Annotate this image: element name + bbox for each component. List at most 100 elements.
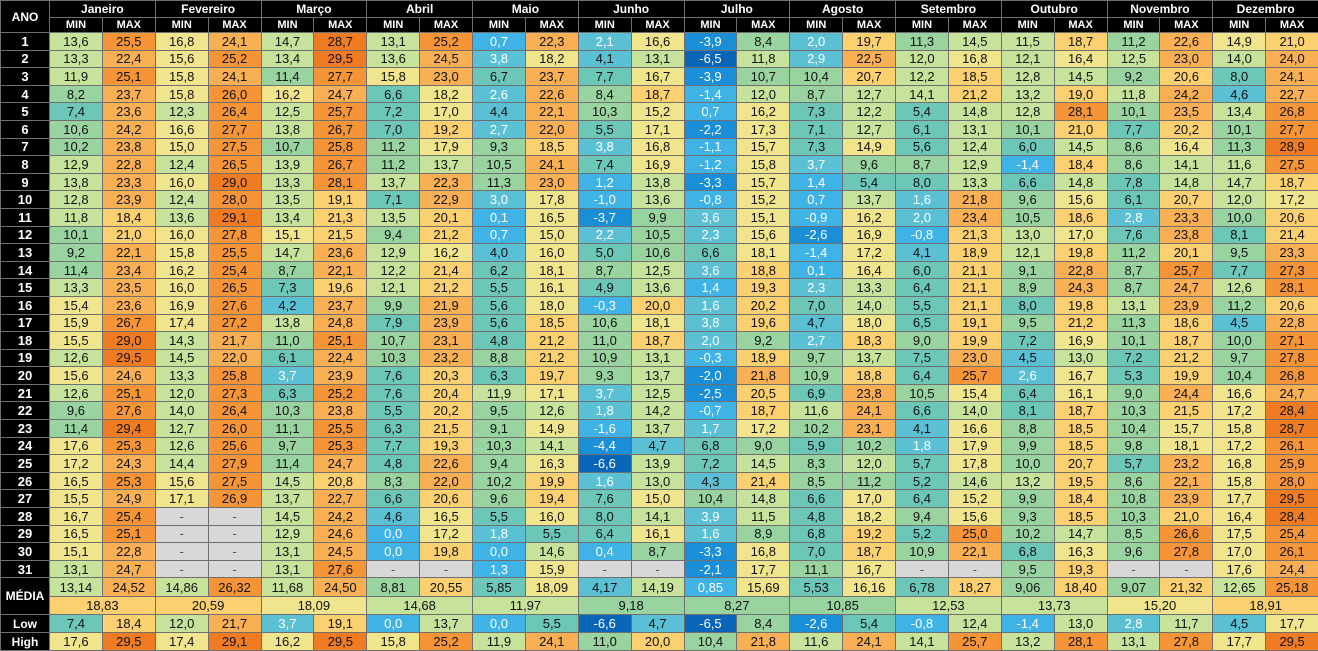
temp-cell: 16,3: [1054, 543, 1107, 561]
temp-cell: 15,6: [155, 472, 208, 490]
temp-cell: 19,6: [737, 314, 790, 332]
temp-cell: 24,6: [102, 367, 155, 385]
temp-cell: 12,1: [367, 279, 420, 297]
temp-cell: 26,7: [314, 156, 367, 174]
temp-cell: 9,6: [843, 156, 896, 174]
temp-cell: 22,8: [1054, 261, 1107, 279]
media-cell: 16,16: [843, 578, 896, 597]
temp-cell: 12,8: [1001, 103, 1054, 121]
temp-cell: 7,6: [578, 490, 631, 508]
temp-cell: 13,2: [1001, 472, 1054, 490]
temp-cell: 17,2: [737, 420, 790, 438]
temp-cell: -0,3: [578, 296, 631, 314]
temp-cell: 10,2: [50, 138, 103, 156]
temp-cell: 26,1: [1266, 543, 1318, 561]
temp-cell: 5,9: [790, 437, 843, 455]
temp-cell: 21,2: [420, 279, 473, 297]
temp-cell: 12,8: [1001, 68, 1054, 86]
temp-cell: 15,8: [1213, 420, 1266, 438]
high-cell: 29,1: [208, 633, 261, 651]
temp-cell: 28,9: [1266, 138, 1318, 156]
temp-cell: 26,5: [208, 279, 261, 297]
temp-cell: 13,7: [631, 367, 684, 385]
max-header: MAX: [1266, 18, 1318, 33]
temp-cell: 15,6: [948, 508, 1001, 526]
temp-cell: 10,3: [1107, 508, 1160, 526]
monthly-mean-cell: 13,73: [1001, 597, 1107, 615]
temp-cell: 13,1: [50, 560, 103, 578]
temp-cell: 14,7: [261, 33, 314, 51]
temp-cell: 18,5: [525, 138, 578, 156]
temp-cell: -3,3: [684, 173, 737, 191]
monthly-mean-cell: 14,68: [367, 597, 473, 615]
temp-cell: 13,0: [631, 472, 684, 490]
temp-cell: 2,0: [896, 208, 949, 226]
temp-cell: 23,9: [102, 191, 155, 209]
temp-cell: 6,6: [790, 490, 843, 508]
temp-cell: 24,0: [1266, 50, 1318, 68]
temp-cell: 22,6: [420, 455, 473, 473]
temp-cell: 1,8: [473, 525, 526, 543]
temp-cell: 18,5: [1054, 420, 1107, 438]
temp-cell: 10,9: [578, 349, 631, 367]
temp-cell: 19,4: [525, 490, 578, 508]
temp-cell: 8,7: [790, 85, 843, 103]
monthly-mean-cell: 18,09: [261, 597, 367, 615]
temp-cell: 3,8: [684, 314, 737, 332]
temp-cell: 6,5: [896, 314, 949, 332]
temp-cell: 27,5: [208, 472, 261, 490]
month-header: Abril: [367, 1, 473, 18]
temp-cell: 6,6: [1001, 173, 1054, 191]
temp-cell: 25,3: [102, 437, 155, 455]
temp-cell: 13,6: [155, 208, 208, 226]
temp-cell: 25,7: [314, 103, 367, 121]
temp-cell: 22,4: [314, 349, 367, 367]
temp-cell: 13,3: [155, 367, 208, 385]
temp-cell: 0,4: [578, 543, 631, 561]
temp-cell: 11,4: [50, 261, 103, 279]
temp-cell: 4,5: [1001, 349, 1054, 367]
temp-cell: 14,0: [948, 402, 1001, 420]
temp-cell: 7,7: [1107, 120, 1160, 138]
temp-cell: 26,1: [1266, 437, 1318, 455]
temp-cell: -: [208, 525, 261, 543]
temp-cell: 25,1: [314, 332, 367, 350]
temp-cell: 16,1: [525, 279, 578, 297]
temp-cell: 7,6: [367, 367, 420, 385]
temp-cell: -: [155, 560, 208, 578]
temp-cell: 16,2: [261, 85, 314, 103]
media-cell: 24,50: [314, 578, 367, 597]
temp-cell: 13,0: [1054, 349, 1107, 367]
temp-cell: 16,8: [737, 543, 790, 561]
high-cell: 25,2: [420, 633, 473, 651]
temp-cell: 25,1: [102, 68, 155, 86]
temp-cell: 16,2: [155, 261, 208, 279]
temp-cell: 14,8: [948, 103, 1001, 121]
temp-cell: 9,4: [473, 455, 526, 473]
temp-cell: 0,7: [473, 33, 526, 51]
temp-cell: 14,0: [1213, 50, 1266, 68]
temp-cell: 1,2: [578, 173, 631, 191]
temp-cell: -1,0: [578, 191, 631, 209]
min-header: MIN: [473, 18, 526, 33]
temp-cell: -2,0: [684, 367, 737, 385]
temp-cell: 27,8: [1160, 543, 1213, 561]
media-cell: 5,85: [473, 578, 526, 597]
temp-cell: 2,8: [1107, 208, 1160, 226]
temp-cell: 8,0: [896, 173, 949, 191]
temp-cell: 18,7: [1054, 33, 1107, 51]
temp-cell: 7,8: [1107, 173, 1160, 191]
temp-cell: 21,4: [1266, 226, 1318, 244]
temp-cell: 11,2: [843, 472, 896, 490]
temp-cell: 9,1: [473, 420, 526, 438]
temp-cell: 11,0: [261, 332, 314, 350]
temp-cell: 11,6: [1213, 156, 1266, 174]
temp-cell: 22,0: [525, 120, 578, 138]
temp-cell: 22,8: [102, 156, 155, 174]
temp-cell: 17,1: [155, 490, 208, 508]
temp-cell: 25,1: [102, 384, 155, 402]
media-cell: 21,32: [1160, 578, 1213, 597]
temp-cell: 17,2: [50, 455, 103, 473]
